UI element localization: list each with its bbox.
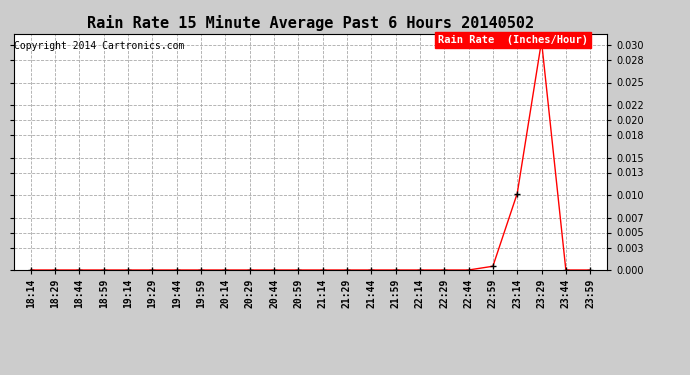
Text: Copyright 2014 Cartronics.com: Copyright 2014 Cartronics.com	[14, 41, 185, 51]
Title: Rain Rate 15 Minute Average Past 6 Hours 20140502: Rain Rate 15 Minute Average Past 6 Hours…	[87, 15, 534, 31]
Text: Rain Rate  (Inches/Hour): Rain Rate (Inches/Hour)	[438, 35, 588, 45]
